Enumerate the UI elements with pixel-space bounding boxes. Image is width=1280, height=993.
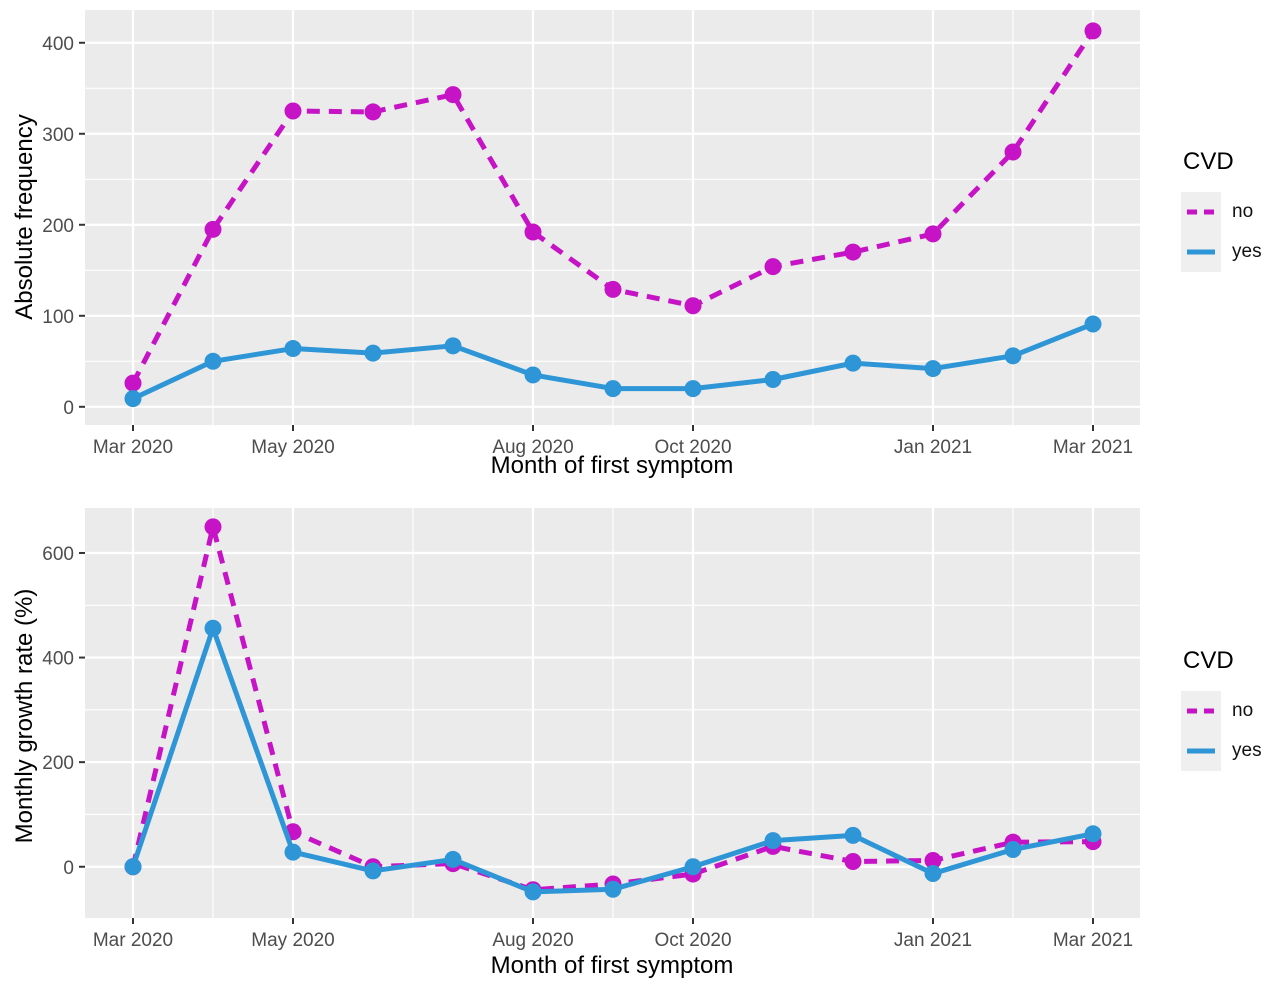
x-tick-label: Jan 2021 bbox=[894, 930, 972, 951]
absolute-frequency-chart: 0 100 200 300 400 Mar 2020 May 2020 Aug 2020 Oct… bbox=[11, 10, 1262, 479]
y-tick-label: 400 bbox=[42, 34, 74, 55]
data-point-yes-May 2020 bbox=[284, 843, 302, 861]
x-tick-label: Mar 2020 bbox=[93, 930, 173, 951]
dashed-line-key-icon bbox=[1181, 691, 1221, 731]
legend: CVD no yes bbox=[1181, 647, 1262, 771]
data-point-yes-Jan 2021 bbox=[924, 865, 942, 883]
data-point-no-Jan 2021 bbox=[924, 851, 942, 869]
data-point-yes-Feb 2021 bbox=[1004, 347, 1022, 365]
legend-label-yes: yes bbox=[1232, 740, 1262, 761]
data-point-no-Dec 2020 bbox=[844, 243, 862, 261]
data-point-yes-Apr 2020 bbox=[204, 352, 222, 370]
data-point-yes-Aug 2020 bbox=[524, 366, 542, 384]
legend-title: CVD bbox=[1183, 647, 1234, 674]
legend-keys: no yes bbox=[1181, 192, 1262, 272]
x-tick-label: Aug 2020 bbox=[492, 930, 573, 951]
legend-entry-no: no bbox=[1181, 192, 1262, 232]
y-tick-label: 400 bbox=[42, 649, 74, 670]
growth-rate-plot-area: 0 200 400 600 Mar 2020 May 2020 Aug 2020 Oct 20… bbox=[42, 508, 1140, 951]
x-tick-label: Oct 2020 bbox=[654, 437, 731, 458]
data-point-yes-Apr 2020 bbox=[204, 619, 222, 637]
y-tick-label: 0 bbox=[63, 858, 74, 879]
legend-entry-yes: yes bbox=[1181, 731, 1262, 771]
data-point-yes-Oct 2020 bbox=[684, 858, 702, 876]
x-tick-label: Aug 2020 bbox=[492, 437, 573, 458]
data-point-yes-Jan 2021 bbox=[924, 360, 942, 378]
legend-keys: no yes bbox=[1181, 691, 1262, 771]
solid-line-key-icon bbox=[1181, 731, 1221, 771]
y-axis-title: Absolute frequency bbox=[11, 114, 38, 320]
data-point-no-Sep 2020 bbox=[604, 280, 622, 298]
data-point-yes-Mar 2021 bbox=[1084, 825, 1102, 843]
data-point-no-Jan 2021 bbox=[924, 225, 942, 243]
x-tick-label: Mar 2021 bbox=[1053, 930, 1133, 951]
legend-entry-yes: yes bbox=[1181, 232, 1262, 272]
data-point-yes-Oct 2020 bbox=[684, 380, 702, 398]
absolute-frequency-plot-area: 0 100 200 300 400 Mar 2020 May 2020 Aug 2020 Oct… bbox=[42, 10, 1140, 458]
x-tick-label: May 2020 bbox=[251, 437, 334, 458]
data-point-no-Mar 2020 bbox=[124, 374, 142, 392]
data-point-yes-Nov 2020 bbox=[764, 832, 782, 850]
y-tick-label: 100 bbox=[42, 307, 74, 328]
data-point-no-Aug 2020 bbox=[524, 223, 542, 241]
data-point-no-Feb 2021 bbox=[1004, 143, 1022, 161]
dashed-line-key-icon bbox=[1181, 192, 1221, 232]
x-tick-label: Jan 2021 bbox=[894, 437, 972, 458]
data-point-no-Apr 2020 bbox=[204, 518, 222, 536]
y-tick-label: 200 bbox=[42, 753, 74, 774]
data-point-no-Nov 2020 bbox=[764, 258, 782, 276]
data-point-no-Apr 2020 bbox=[204, 220, 222, 238]
data-point-yes-Feb 2021 bbox=[1004, 840, 1022, 858]
data-point-yes-Mar 2020 bbox=[124, 858, 142, 876]
x-tick-label: Oct 2020 bbox=[654, 930, 731, 951]
data-point-no-May 2020 bbox=[284, 102, 302, 120]
data-point-yes-Sep 2020 bbox=[604, 880, 622, 898]
data-point-yes-Aug 2020 bbox=[524, 883, 542, 901]
y-axis-title: Monthly growth rate (%) bbox=[11, 588, 38, 844]
data-point-yes-Mar 2020 bbox=[124, 390, 142, 408]
data-point-yes-Jun 2020 bbox=[364, 344, 382, 362]
data-point-no-Oct 2020 bbox=[684, 297, 702, 315]
legend-entry-no: no bbox=[1181, 691, 1262, 731]
data-point-no-Mar 2021 bbox=[1084, 22, 1102, 40]
data-point-yes-Jul 2020 bbox=[444, 337, 462, 355]
data-point-no-Jul 2020 bbox=[444, 86, 462, 104]
legend: CVD no yes bbox=[1181, 148, 1262, 272]
legend-title: CVD bbox=[1183, 148, 1234, 175]
legend-label-no: no bbox=[1232, 700, 1254, 721]
data-point-yes-Jul 2020 bbox=[444, 850, 462, 868]
data-point-yes-Mar 2021 bbox=[1084, 315, 1102, 333]
y-tick-label: 600 bbox=[42, 544, 74, 565]
growth-rate-chart: 0 200 400 600 Mar 2020 May 2020 Aug 2020 Oct 20… bbox=[0, 497, 1280, 993]
data-point-no-Jun 2020 bbox=[364, 103, 382, 121]
data-point-yes-Nov 2020 bbox=[764, 370, 782, 388]
legend-label-no: no bbox=[1232, 201, 1254, 222]
data-point-yes-Sep 2020 bbox=[604, 380, 622, 398]
solid-line-key-icon bbox=[1181, 232, 1221, 272]
legend-label-yes: yes bbox=[1232, 241, 1262, 262]
x-axis-title: Month of first symptom bbox=[490, 952, 734, 979]
x-tick-label: May 2020 bbox=[251, 930, 334, 951]
data-point-no-Dec 2020 bbox=[844, 853, 862, 871]
data-point-yes-Dec 2020 bbox=[844, 354, 862, 372]
x-tick-label: Mar 2020 bbox=[93, 437, 173, 458]
data-point-yes-Jun 2020 bbox=[364, 862, 382, 880]
data-point-yes-Dec 2020 bbox=[844, 826, 862, 844]
x-tick-label: Mar 2021 bbox=[1053, 437, 1133, 458]
y-tick-label: 300 bbox=[42, 125, 74, 146]
y-tick-label: 200 bbox=[42, 216, 74, 237]
y-tick-label: 0 bbox=[63, 398, 74, 419]
x-axis-title: Month of first symptom bbox=[490, 452, 734, 479]
data-point-yes-May 2020 bbox=[284, 340, 302, 358]
